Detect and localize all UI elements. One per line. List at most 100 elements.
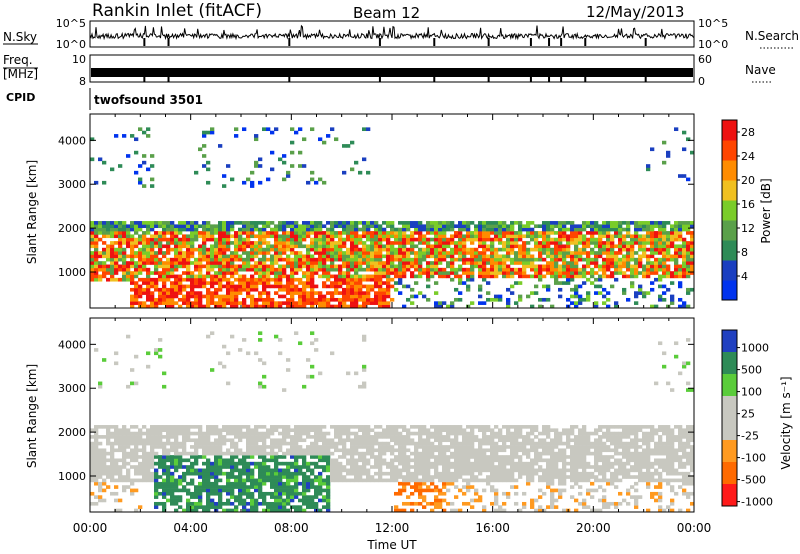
velocity-cell (274, 498, 279, 503)
power-cell (290, 231, 295, 235)
velocity-cell (442, 471, 447, 476)
velocity-cell (382, 428, 387, 433)
power-cell (474, 254, 479, 259)
power-cell (438, 244, 443, 249)
velocity-cell (306, 501, 311, 506)
power-cell (302, 221, 307, 225)
velocity-cell (270, 485, 275, 489)
velocity-cell (306, 374, 311, 379)
power-cell (138, 164, 143, 168)
power-cell (394, 234, 399, 239)
power-cell (114, 234, 119, 239)
velocity-cell (410, 425, 415, 429)
power-cell (674, 251, 679, 255)
power-cell (314, 247, 319, 252)
power-cell (258, 231, 263, 235)
power-cell (690, 267, 694, 272)
power-cell (326, 301, 331, 305)
velocity-cell (374, 455, 379, 459)
power-cell (606, 297, 611, 302)
power-cell (430, 244, 435, 249)
power-cell (146, 241, 151, 245)
velocity-cell (498, 431, 503, 436)
power-cell (486, 281, 491, 285)
power-cell (570, 294, 575, 299)
power-cell (246, 237, 251, 242)
velocity-cell (298, 341, 303, 346)
power-cell (462, 244, 467, 249)
power-cell (490, 274, 495, 279)
power-cell (302, 137, 307, 142)
power-cell (482, 227, 487, 232)
power-cell (190, 237, 195, 242)
power-cell (598, 241, 603, 245)
velocity-cell (254, 445, 259, 449)
power-cell (570, 264, 575, 269)
power-cell (206, 297, 211, 302)
velocity-cell (134, 425, 139, 429)
power-cell (270, 267, 275, 272)
power-cell (206, 234, 211, 239)
power-cell (498, 297, 503, 302)
velocity-cell (122, 448, 127, 453)
power-cell (402, 304, 407, 308)
power-cell (210, 237, 215, 242)
power-heatmap (90, 127, 694, 308)
power-cell (338, 244, 343, 249)
power-cell (314, 291, 319, 295)
velocity-cell (486, 448, 491, 453)
velocity-cell (490, 441, 495, 446)
velocity-cell (442, 465, 447, 469)
power-cell (178, 241, 183, 245)
power-cell (650, 234, 655, 239)
power-cell (290, 271, 295, 275)
power-cell (206, 294, 211, 299)
power-cell (322, 247, 327, 252)
velocity-cell (434, 468, 439, 473)
velocity-cell (278, 471, 283, 476)
power-cell (206, 267, 211, 272)
velocity-cell (242, 425, 247, 429)
velocity-cell (218, 441, 223, 446)
velocity-cell (294, 475, 299, 479)
power-cell (270, 254, 275, 259)
power-cell (326, 254, 331, 259)
power-cell (266, 274, 271, 279)
power-cell (598, 284, 603, 289)
power-cell (170, 287, 175, 292)
power-cell (198, 251, 203, 255)
velocity-cell (90, 428, 95, 433)
velocity-cell (314, 495, 319, 499)
power-cell (410, 301, 415, 305)
power-cell (370, 301, 375, 305)
power-cell (302, 257, 307, 262)
velocity-cell (302, 488, 307, 493)
power-cell (278, 294, 283, 299)
power-cell (358, 234, 363, 239)
velocity-cell (334, 475, 339, 479)
power-cell (386, 261, 391, 265)
power-cell (218, 301, 223, 305)
velocity-cell (226, 428, 231, 433)
power-cell (122, 261, 127, 265)
power-cell (294, 301, 299, 305)
power-cell (242, 227, 247, 232)
power-cell (302, 301, 307, 305)
power-cell (418, 251, 423, 255)
power-cell (206, 251, 211, 255)
velocity-cell (262, 461, 267, 466)
velocity-cell (302, 485, 307, 489)
power-cell (362, 221, 367, 225)
power-cell (326, 234, 331, 239)
velocity-cell (174, 478, 179, 483)
power-cell (418, 241, 423, 245)
velocity-cell (374, 461, 379, 466)
power-cell (230, 264, 235, 269)
velocity-cell (238, 425, 243, 429)
velocity-cell (422, 451, 427, 456)
power-cell (94, 224, 99, 229)
power-cell (494, 221, 499, 225)
power-cell (286, 241, 291, 245)
velocity-cell (314, 451, 319, 456)
power-cell (186, 257, 191, 262)
